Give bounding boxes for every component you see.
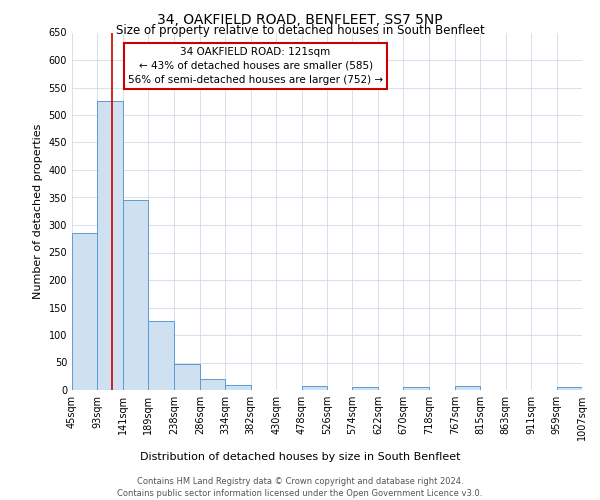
Bar: [200, 379, 225, 390]
Y-axis label: Number of detached properties: Number of detached properties: [33, 124, 43, 299]
Bar: [352, 387, 378, 390]
Bar: [455, 386, 480, 390]
Bar: [97, 101, 123, 390]
Text: Size of property relative to detached houses in South Benfleet: Size of property relative to detached ho…: [116, 24, 484, 37]
Bar: [225, 384, 251, 390]
Bar: [175, 364, 200, 390]
Bar: [403, 387, 429, 390]
Text: 34, OAKFIELD ROAD, BENFLEET, SS7 5NP: 34, OAKFIELD ROAD, BENFLEET, SS7 5NP: [157, 12, 443, 26]
Bar: [148, 322, 175, 390]
Text: 34 OAKFIELD ROAD: 121sqm
← 43% of detached houses are smaller (585)
56% of semi-: 34 OAKFIELD ROAD: 121sqm ← 43% of detach…: [128, 47, 383, 85]
Bar: [123, 200, 148, 390]
Bar: [302, 386, 327, 390]
Bar: [72, 233, 97, 390]
Bar: [557, 387, 582, 390]
Text: Distribution of detached houses by size in South Benfleet: Distribution of detached houses by size …: [140, 452, 460, 462]
Text: Contains HM Land Registry data © Crown copyright and database right 2024.
Contai: Contains HM Land Registry data © Crown c…: [118, 476, 482, 498]
